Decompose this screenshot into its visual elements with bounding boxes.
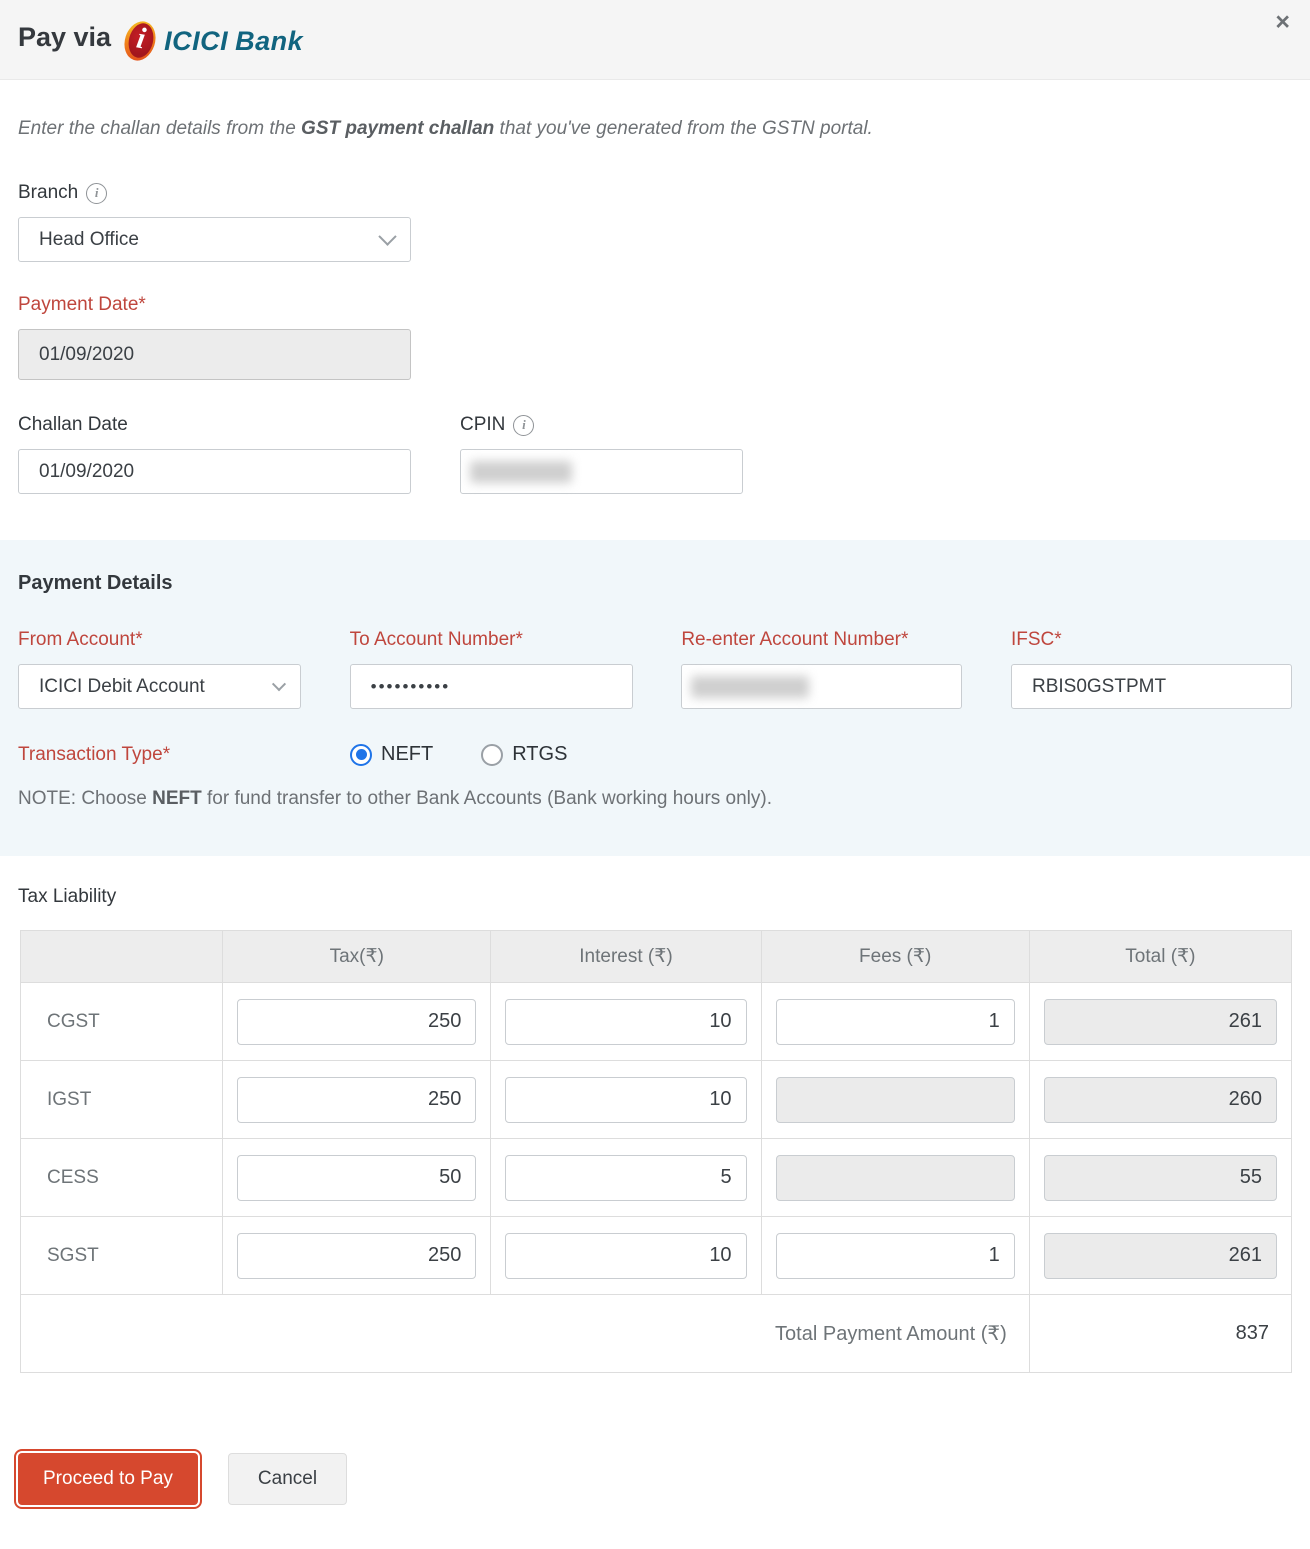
cgst-total-readonly [1043,998,1277,1045]
payment-details-section: Payment Details From Account* ICICI Debi… [0,540,1310,856]
radio-rtgs[interactable]: RTGS [481,743,567,766]
total-payment-label: Total Payment Amount (₹) [20,1294,1030,1373]
payment-date-label: Payment Date* [18,294,146,315]
table-total-row: Total Payment Amount (₹) 837 [20,1294,1293,1373]
info-icon[interactable]: i [513,414,535,436]
tax-liability-heading: Tax Liability [18,886,117,907]
cess-interest-input[interactable] [505,1154,747,1201]
logo-text-icici: ICICI [164,25,229,56]
cpin-input[interactable] [460,449,743,494]
sgst-fees-input[interactable] [775,1232,1015,1279]
column-header-empty [19,930,224,983]
intro-text: Enter the challan details from the GST p… [18,118,873,139]
from-account-select[interactable]: ICICI Debit Account [18,664,301,709]
row-label: CGST [19,982,224,1061]
cgst-tax-input[interactable] [237,998,477,1045]
challan-date-input[interactable]: 01/09/2020 [18,449,411,494]
column-header-tax: Tax(₹) [222,930,492,983]
branch-select[interactable]: Head Office [18,217,411,262]
reenter-account-label: Re-enter Account Number* [681,629,909,650]
masked-cpin-value [470,460,572,483]
table-row-cess: CESS [19,1138,1293,1217]
transaction-type-label: Transaction Type* [18,743,171,765]
proceed-to-pay-button[interactable]: Proceed to Pay [14,1449,202,1509]
icici-logo-icon: i [119,17,161,65]
cess-total-readonly [1043,1154,1277,1201]
table-row-cgst: CGST [19,982,1293,1061]
transaction-type-radio-group: NEFT RTGS [350,743,615,766]
tax-liability-table: Tax(₹) Interest (₹) Fees (₹) Total (₹) C… [19,930,1293,1373]
column-header-total: Total (₹) [1028,930,1293,983]
row-label: SGST [19,1216,224,1295]
cancel-button[interactable]: Cancel [227,1453,348,1505]
sgst-interest-input[interactable] [505,1232,747,1279]
igst-total-readonly [1043,1076,1277,1123]
neft-note: NOTE: Choose NEFT for fund transfer to o… [18,788,773,809]
total-payment-value: 837 [1028,1294,1293,1373]
logo-text-bank: Bank [235,25,304,56]
table-row-igst: IGST [19,1060,1293,1139]
ifsc-input[interactable]: RBIS0GSTPMT [1010,664,1292,709]
chevron-down-icon [378,227,397,246]
table-row-sgst: SGST [19,1216,1293,1295]
cgst-fees-input[interactable] [775,998,1015,1045]
row-label: IGST [19,1060,224,1139]
reenter-account-input[interactable] [681,664,963,709]
payment-details-heading: Payment Details [18,572,173,594]
row-label: CESS [19,1138,224,1217]
igst-fees-readonly [775,1076,1015,1123]
table-header-row: Tax(₹) Interest (₹) Fees (₹) Total (₹) [19,930,1293,983]
cess-tax-input[interactable] [237,1154,477,1201]
challan-date-label: Challan Date [18,414,128,435]
branch-label: Branch i [18,182,1292,204]
sgst-total-readonly [1043,1232,1277,1279]
page-title: Pay via [18,22,112,52]
close-icon[interactable]: × [1275,8,1290,36]
cgst-interest-input[interactable] [505,998,747,1045]
radio-selected-icon [350,743,372,766]
column-header-interest: Interest (₹) [490,930,762,983]
masked-account-value [691,675,810,698]
igst-tax-input[interactable] [237,1076,477,1123]
from-account-label: From Account* [18,629,143,650]
column-header-fees: Fees (₹) [760,930,1030,983]
radio-neft[interactable]: NEFT [350,743,433,766]
to-account-label: To Account Number* [349,629,523,650]
icici-bank-logo: i ICICI Bank [119,17,304,65]
modal-header: Pay via i ICICI Bank × [0,0,1310,80]
igst-interest-input[interactable] [505,1076,747,1123]
chevron-down-icon [271,676,287,691]
to-account-input[interactable]: •••••••••• [349,664,633,709]
info-icon[interactable]: i [86,182,108,204]
payment-date-input: 01/09/2020 [18,329,411,380]
sgst-tax-input[interactable] [237,1232,477,1279]
radio-unselected-icon [481,743,504,766]
ifsc-label: IFSC* [1010,629,1062,650]
cpin-label: CPIN i [460,414,743,436]
cess-fees-readonly [775,1154,1015,1201]
